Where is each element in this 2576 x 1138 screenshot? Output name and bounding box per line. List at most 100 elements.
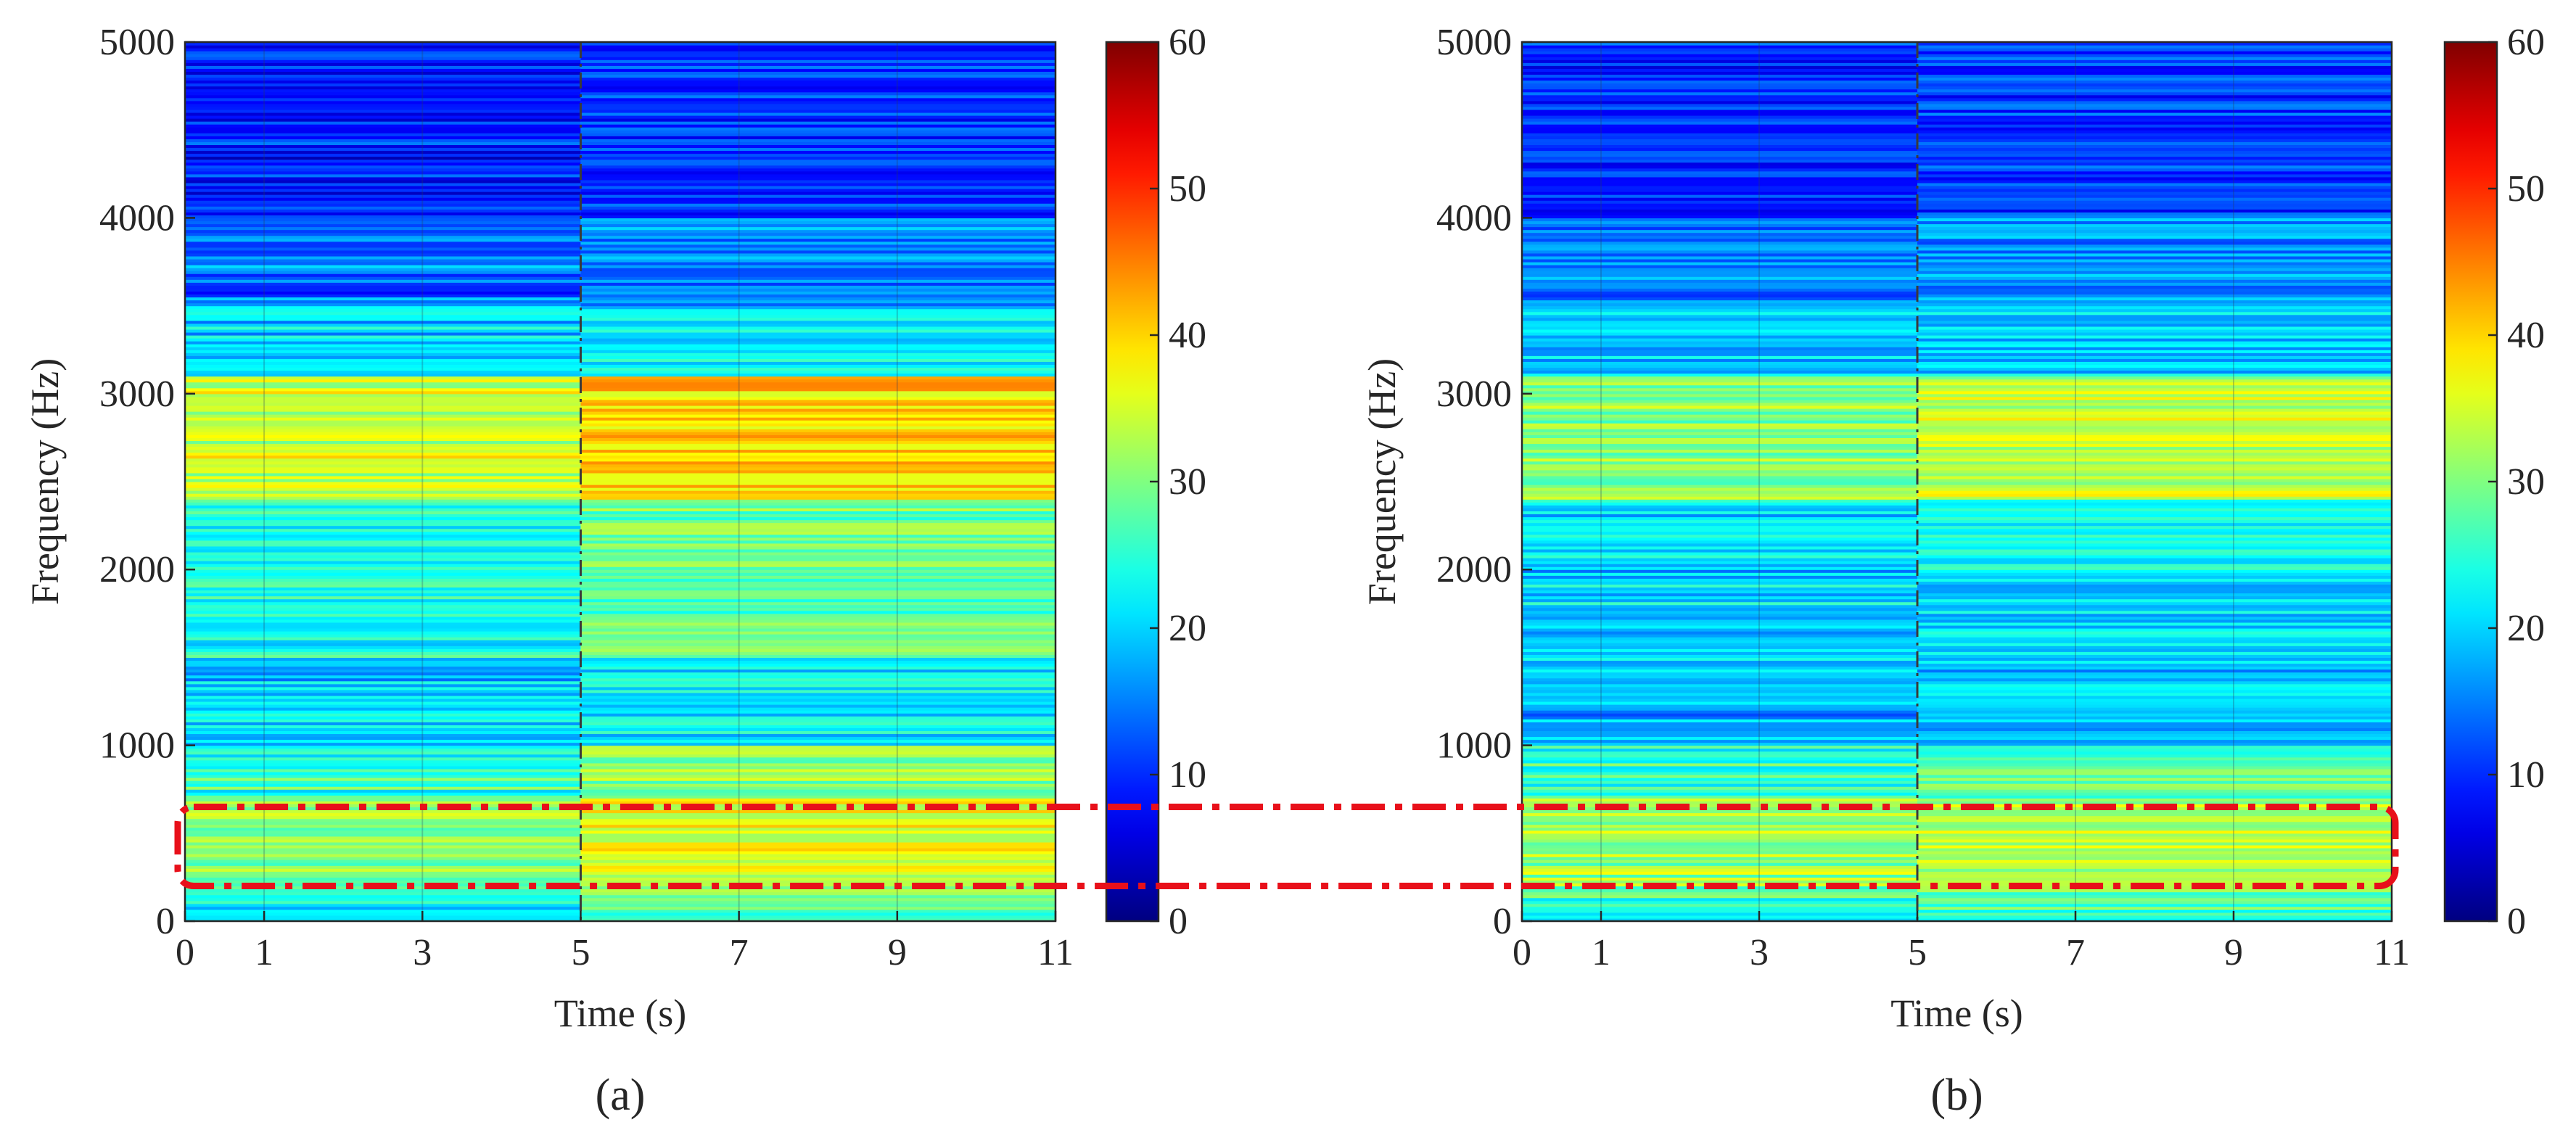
heatmap-cell (1522, 402, 1917, 406)
heatmap-cell (1917, 352, 2392, 356)
heatmap-cell (1522, 663, 1917, 667)
heatmap-cell (1522, 42, 1917, 46)
heatmap-cell (580, 713, 1055, 717)
heatmap-cell (1522, 888, 1917, 893)
heatmap-cell (1917, 139, 2392, 142)
heatmap-cell (580, 830, 1055, 834)
heatmap-cell (1522, 317, 1917, 321)
heatmap-cell (185, 469, 581, 474)
heatmap-cell (1917, 144, 2392, 149)
heatmap-cell (580, 156, 1055, 160)
heatmap-cell (1522, 754, 1917, 758)
heatmap-cell (1522, 291, 1917, 295)
y-tick-label: 5000 (1436, 22, 1512, 63)
heatmap-cell (1522, 86, 1917, 90)
heatmap-cell (185, 686, 581, 690)
heatmap-cell (580, 317, 1055, 321)
heatmap-cell (185, 159, 581, 163)
heatmap-cell (1917, 393, 2392, 397)
heatmap-cell (185, 496, 581, 500)
panel-a-vertical-grid (263, 42, 898, 921)
heatmap-cell (1917, 564, 2392, 567)
heatmap-cell (185, 854, 581, 857)
heatmap-cell (185, 364, 581, 368)
heatmap-cell (1917, 675, 2392, 679)
heatmap-cell (580, 736, 1055, 741)
heatmap-cell (580, 666, 1055, 670)
heatmap-cell (1522, 801, 1917, 804)
heatmap-cell (1917, 786, 2392, 790)
heatmap-cell (1522, 472, 1917, 477)
heatmap-cell (1917, 367, 2392, 371)
heatmap-cell (1522, 273, 1917, 277)
x-tick-label: 7 (2066, 932, 2085, 973)
heatmap-cell (185, 689, 581, 693)
heatmap-cell (580, 320, 1055, 324)
heatmap-cell (185, 399, 581, 403)
heatmap-cell (1522, 247, 1917, 251)
heatmap-cell (580, 775, 1055, 778)
heatmap-cell (580, 48, 1055, 51)
heatmap-cell (1522, 229, 1917, 234)
heatmap-cell (580, 364, 1055, 368)
heatmap-cell (1522, 420, 1917, 424)
heatmap-cell (580, 888, 1055, 893)
heatmap-cell (1522, 288, 1917, 292)
heatmap-cell (580, 308, 1055, 313)
heatmap-cell (1522, 874, 1917, 878)
heatmap-cell (1917, 643, 2392, 646)
heatmap-cell (185, 833, 581, 837)
heatmap-cell (580, 396, 1055, 400)
heatmap-cell (185, 209, 581, 213)
colorbar-tick-label: 50 (2507, 168, 2545, 210)
heatmap-cell (1917, 646, 2392, 649)
heatmap-cell (1522, 265, 1917, 268)
panel-b-colorbar: 0 10 20 30 40 50 60 (2443, 22, 2545, 942)
heatmap-cell (1917, 616, 2392, 620)
heatmap-cell (1522, 677, 1917, 682)
heatmap-cell (1917, 525, 2392, 529)
heatmap-cell (185, 48, 581, 51)
panel-a-x-axis-label: Time (s) (554, 991, 687, 1035)
heatmap-cell (1917, 660, 2392, 664)
colorbar-tick-label: 10 (1169, 754, 1206, 796)
heatmap-cell (580, 83, 1055, 87)
heatmap-cell (580, 801, 1055, 804)
heatmap-cell (580, 390, 1055, 395)
heatmap-cell (185, 91, 581, 96)
heatmap-cell (185, 598, 581, 603)
heatmap-cell (1917, 130, 2392, 133)
heatmap-cell (185, 677, 581, 682)
heatmap-cell (185, 162, 581, 166)
heatmap-cell (185, 106, 581, 110)
heatmap-cell (1917, 780, 2392, 784)
x-tick-label: 0 (176, 932, 194, 973)
heatmap-cell (1522, 692, 1917, 696)
heatmap-cell (1917, 590, 2392, 594)
heatmap-cell (1917, 390, 2392, 395)
heatmap-cell (580, 341, 1055, 345)
heatmap-cell (185, 537, 581, 541)
heatmap-cell (580, 352, 1055, 356)
heatmap-cell (580, 677, 1055, 682)
heatmap-cell (580, 619, 1055, 623)
heatmap-cell (580, 897, 1055, 902)
heatmap-cell (1522, 414, 1917, 418)
heatmap-cell (1917, 376, 2392, 380)
heatmap-cell (580, 854, 1055, 857)
heatmap-cell (1917, 472, 2392, 477)
heatmap-cell (580, 906, 1055, 910)
heatmap-cell (580, 651, 1055, 655)
heatmap-cell (580, 109, 1055, 113)
y-tick-label: 2000 (99, 549, 175, 590)
heatmap-cell (1522, 537, 1917, 541)
heatmap-cell (185, 220, 581, 225)
heatmap-cell (1917, 508, 2392, 511)
heatmap-cell (1522, 59, 1917, 63)
heatmap-cell (1522, 783, 1917, 787)
heatmap-cell (580, 768, 1055, 772)
heatmap-cell (580, 382, 1055, 386)
heatmap-cell (1522, 704, 1917, 708)
heatmap-cell (1522, 851, 1917, 854)
heatmap-cell (1917, 482, 2392, 485)
